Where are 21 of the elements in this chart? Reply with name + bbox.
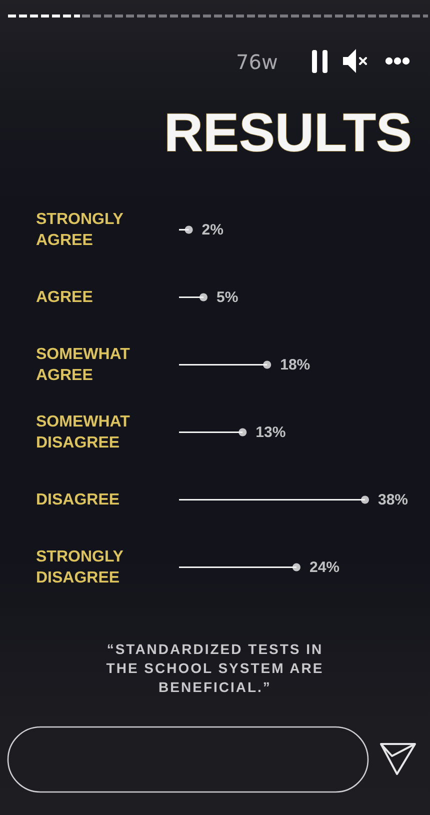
y-tick-label: DISAGREE	[36, 491, 120, 508]
data-label: 5%	[216, 288, 238, 306]
y-tick-label: SOMEWHAT DISAGREE	[36, 413, 134, 452]
point	[199, 293, 208, 302]
data-label: 18%	[280, 356, 310, 374]
data-label: 13%	[256, 424, 286, 441]
point	[238, 428, 247, 436]
text: 76w	[236, 49, 278, 75]
point	[263, 360, 272, 369]
chart-title: RESULTS	[164, 103, 412, 163]
y-tick-label: AGREE	[36, 288, 94, 306]
point	[292, 563, 300, 572]
point	[184, 226, 193, 234]
data-label: 24%	[309, 558, 340, 576]
text: “STANDARDIZED TESTS IN THE SCHOOL SYSTEM ARE BENEFICIAL.”	[105, 640, 325, 697]
y-tick-label: SOMEWHAT AGREE	[36, 346, 134, 384]
point	[361, 496, 369, 504]
data-label: 38%	[378, 491, 408, 508]
y-tick-label: STRONGLY AGREE	[36, 210, 128, 249]
data-label: 2%	[202, 221, 224, 238]
y-tick-label: STRONGLY DISAGREE	[36, 548, 128, 586]
